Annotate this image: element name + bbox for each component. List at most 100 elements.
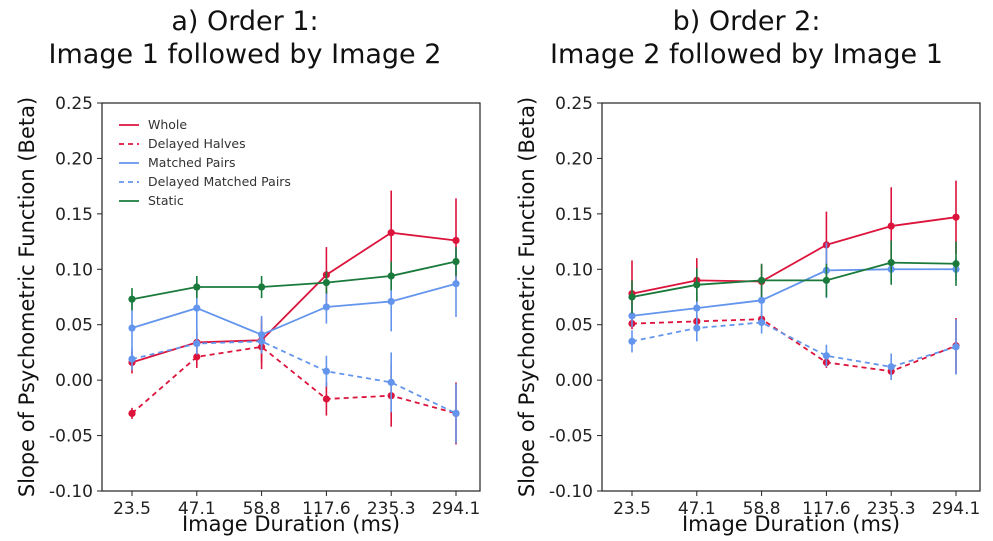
data-point	[258, 337, 266, 345]
data-point	[193, 304, 201, 312]
x-tick-label: 294.1	[432, 499, 481, 519]
data-point	[452, 409, 460, 417]
x-axis-label: Image Duration (ms)	[182, 512, 400, 536]
y-axis-label: Slope of Psychometric Function (Beta)	[15, 97, 39, 497]
x-tick-label: 117.6	[302, 499, 351, 519]
data-point	[952, 260, 960, 268]
series-delayed-halves	[128, 324, 460, 445]
x-tick-label: 117.6	[802, 499, 851, 519]
data-point	[952, 343, 960, 351]
data-point	[758, 296, 766, 304]
y-tick-label: 0.05	[55, 316, 93, 336]
series-delayed-halves	[628, 313, 960, 377]
y-tick-label: 0.00	[555, 371, 593, 391]
plot-frame	[101, 102, 481, 492]
data-point	[387, 297, 395, 306]
data-point	[322, 395, 330, 403]
chart-plot-area: -0.10 -0.05 0.00 0.05 0.10 0.15 0.20 0.25 23.5 47…	[15, 94, 481, 536]
x-tick-label: 47.1	[178, 499, 216, 519]
data-point	[628, 337, 636, 345]
series-delayed-matched-pairs	[628, 311, 960, 381]
data-point	[128, 295, 136, 303]
y-tick-label: 0.05	[555, 316, 593, 336]
data-point	[887, 222, 895, 230]
x-tick-label: 294.1	[932, 499, 981, 519]
data-point	[628, 293, 636, 301]
data-point	[128, 409, 136, 417]
chart-title-line2: Image 1 followed by Image 2	[48, 39, 442, 70]
legend-label: Whole	[148, 117, 187, 132]
data-point	[387, 272, 395, 280]
series-delayed-matched-pairs	[128, 330, 460, 444]
x-tick-label: 58.8	[243, 499, 281, 519]
data-point	[822, 276, 830, 284]
y-tick-label: 0.10	[555, 260, 593, 280]
y-tick-label: 0.00	[55, 371, 93, 391]
data-point	[758, 276, 766, 284]
data-point	[887, 259, 895, 267]
data-point	[693, 281, 701, 289]
data-point	[193, 283, 201, 291]
x-tick-label: 47.1	[678, 499, 716, 519]
y-tick-label: -0.10	[49, 482, 93, 502]
chart-title-line2: Image 2 followed by Image 1	[550, 39, 943, 70]
chart-title-line1: a) Order 1:	[171, 6, 319, 37]
x-axis-label: Image Duration (ms)	[682, 512, 900, 536]
series-line	[131, 345, 457, 415]
y-tick-label: 0.10	[55, 260, 93, 280]
legend-label: Matched Pairs	[148, 155, 236, 170]
series-line	[631, 261, 957, 298]
data-point	[693, 324, 701, 332]
x-tick-label: 235.3	[867, 499, 916, 519]
series-whole	[128, 190, 460, 374]
x-tick-label: 23.5	[113, 499, 151, 519]
chart-title-line1: b) Order 2:	[672, 6, 821, 37]
plot-frame	[601, 102, 981, 492]
series-line	[631, 321, 957, 368]
legend-label: Static	[148, 193, 184, 208]
y-axis-label: Slope of Psychometric Function (Beta)	[515, 97, 539, 497]
y-tick-label: 0.15	[555, 205, 593, 225]
data-point	[322, 303, 330, 311]
data-point	[258, 283, 266, 291]
series-static	[628, 240, 960, 314]
y-tick-label: 0.25	[55, 94, 93, 114]
y-tick-label: -0.05	[549, 427, 593, 447]
data-point	[387, 229, 395, 237]
data-point	[887, 363, 895, 371]
series-matched-pairs	[128, 250, 460, 356]
data-point	[758, 318, 766, 327]
series-line	[631, 216, 957, 295]
series-line	[131, 340, 457, 415]
data-point	[193, 339, 201, 348]
x-tick-label: 235.3	[367, 499, 416, 519]
y-tick-label: -0.05	[49, 427, 93, 447]
y-tick-label: -0.10	[549, 482, 593, 502]
data-point	[387, 378, 395, 386]
x-tick-label: 23.5	[613, 499, 651, 519]
chart-plot-area: -0.10 -0.05 0.00 0.05 0.10 0.15 0.20 0.25 23.5 47…	[515, 94, 981, 536]
series-line	[631, 318, 957, 373]
series-line	[631, 268, 956, 317]
series-whole	[628, 180, 960, 327]
data-point	[693, 304, 701, 312]
legend: Whole Delayed Halves Matched Pairs Delayed …	[119, 117, 291, 208]
y-tick-label: 0.25	[555, 94, 593, 114]
data-point	[322, 278, 330, 287]
data-point	[452, 280, 460, 288]
data-point	[452, 257, 460, 266]
data-point	[952, 213, 960, 221]
series-line	[131, 282, 457, 336]
data-point	[822, 352, 830, 360]
x-tick-label: 58.8	[743, 499, 781, 519]
y-tick-label: 0.20	[555, 149, 593, 169]
y-tick-label: 0.15	[55, 205, 93, 225]
data-point	[128, 324, 136, 332]
series-line	[131, 260, 457, 301]
y-tick-label: 0.20	[55, 149, 93, 169]
series-static	[128, 247, 460, 311]
data-point	[452, 236, 460, 245]
legend-label: Delayed Halves	[148, 136, 246, 151]
chart-panel-b: b) Order 2: Image 2 followed by Image 1 …	[500, 0, 993, 541]
data-point	[322, 367, 330, 375]
